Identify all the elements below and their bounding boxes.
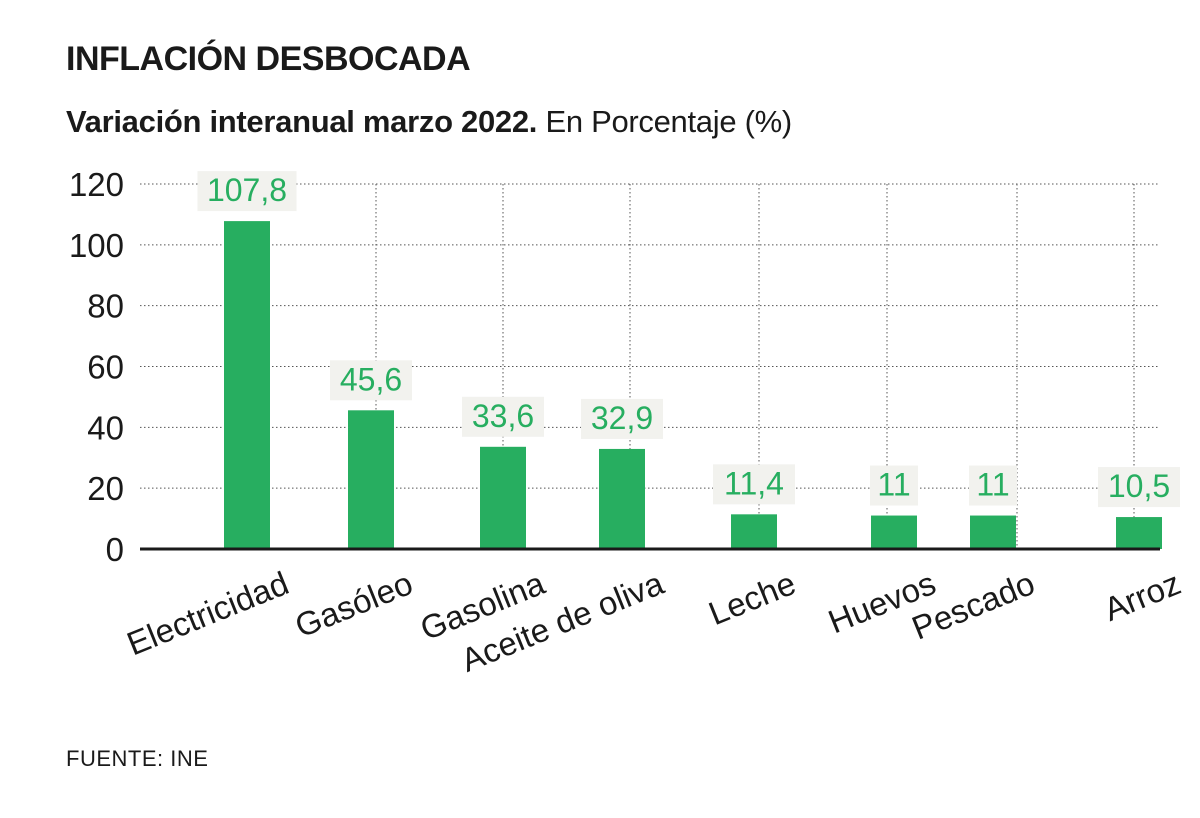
y-tick-label: 0 xyxy=(106,531,124,568)
data-label: 11,4 xyxy=(724,465,784,501)
data-label-bg xyxy=(969,465,1017,506)
y-tick-label: 80 xyxy=(87,288,124,325)
bar xyxy=(871,515,917,549)
subtitle-unit: En Porcentaje (%) xyxy=(537,104,792,139)
data-label: 45,6 xyxy=(340,361,402,397)
subtitle-bold: Variación interanual marzo 2022. xyxy=(66,104,538,139)
x-tick-label: Gasóleo xyxy=(290,564,418,644)
data-label: 10,5 xyxy=(1108,468,1170,504)
source-note: FUENTE: INE xyxy=(66,746,209,771)
bar xyxy=(1116,517,1162,549)
data-label: 11 xyxy=(877,467,910,503)
y-tick-label: 60 xyxy=(87,349,124,386)
bar xyxy=(480,446,526,549)
data-label-bg xyxy=(713,464,795,505)
data-label-bg xyxy=(870,465,918,506)
y-tick-label: 40 xyxy=(87,409,124,446)
data-label-bg xyxy=(581,398,663,439)
x-tick-label: Electricidad xyxy=(122,564,294,662)
data-label: 33,6 xyxy=(472,398,534,434)
data-label-bg xyxy=(197,171,297,212)
bar xyxy=(599,448,645,549)
x-tick-label: Leche xyxy=(703,564,800,632)
chart-title: INFLACIÓN DESBOCADA xyxy=(66,40,471,78)
y-tick-label: 120 xyxy=(69,166,124,203)
data-label-bg xyxy=(462,396,544,437)
bar xyxy=(224,221,270,549)
bar xyxy=(348,410,394,549)
data-label: 11 xyxy=(976,467,1009,503)
data-label: 107,8 xyxy=(207,172,287,208)
y-tick-label: 100 xyxy=(69,227,124,264)
data-label-bg xyxy=(1098,467,1180,508)
chart-subtitle: Variación interanual marzo 2022. En Porc… xyxy=(66,104,792,140)
x-tick-label: Arroz xyxy=(1099,564,1186,628)
data-label-bg xyxy=(330,360,412,401)
bar xyxy=(970,515,1016,549)
y-tick-label: 20 xyxy=(87,470,124,507)
data-label: 32,9 xyxy=(591,400,653,436)
bar xyxy=(731,514,777,549)
